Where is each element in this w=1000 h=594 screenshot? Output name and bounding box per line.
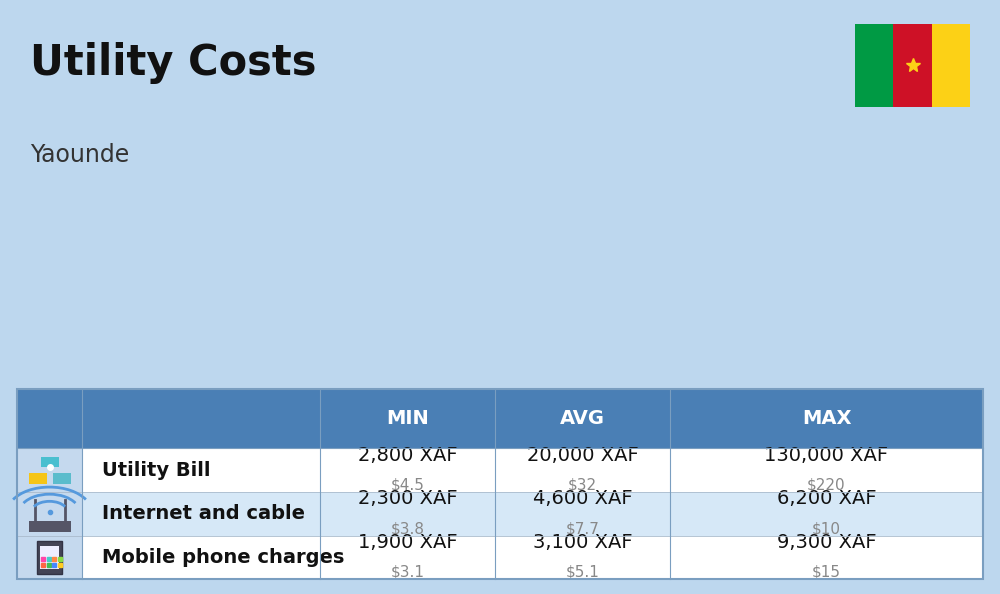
FancyBboxPatch shape — [855, 24, 893, 107]
Text: $7.7: $7.7 — [566, 521, 599, 536]
Text: 1,900 XAF: 1,900 XAF — [358, 533, 457, 552]
FancyBboxPatch shape — [37, 541, 62, 574]
FancyBboxPatch shape — [17, 448, 82, 492]
FancyBboxPatch shape — [17, 492, 82, 536]
FancyBboxPatch shape — [932, 24, 970, 107]
Text: Internet and cable: Internet and cable — [102, 504, 305, 523]
Text: 2,800 XAF: 2,800 XAF — [358, 446, 457, 465]
FancyBboxPatch shape — [82, 536, 983, 579]
Text: $10: $10 — [812, 521, 841, 536]
FancyBboxPatch shape — [82, 448, 983, 492]
Text: $32: $32 — [568, 478, 597, 492]
Text: 130,000 XAF: 130,000 XAF — [764, 446, 889, 465]
Text: 4,600 XAF: 4,600 XAF — [533, 489, 632, 508]
Text: 2,300 XAF: 2,300 XAF — [358, 489, 457, 508]
Text: Utility Bill: Utility Bill — [102, 461, 210, 480]
Text: Utility Costs: Utility Costs — [30, 42, 316, 84]
FancyBboxPatch shape — [40, 457, 58, 467]
Text: $220: $220 — [807, 478, 846, 492]
Text: $15: $15 — [812, 565, 841, 580]
Text: MAX: MAX — [802, 409, 851, 428]
Text: 20,000 XAF: 20,000 XAF — [527, 446, 638, 465]
Text: 9,300 XAF: 9,300 XAF — [777, 533, 876, 552]
Text: $3.1: $3.1 — [390, 565, 424, 580]
FancyBboxPatch shape — [82, 492, 983, 536]
Text: 6,200 XAF: 6,200 XAF — [777, 489, 876, 508]
Text: $4.5: $4.5 — [391, 478, 424, 492]
Text: 3,100 XAF: 3,100 XAF — [533, 533, 632, 552]
Text: $5.1: $5.1 — [566, 565, 599, 580]
Text: MIN: MIN — [386, 409, 429, 428]
FancyBboxPatch shape — [40, 546, 59, 569]
FancyBboxPatch shape — [17, 389, 983, 448]
FancyBboxPatch shape — [28, 521, 70, 532]
Text: Mobile phone charges: Mobile phone charges — [102, 548, 344, 567]
Text: $3.8: $3.8 — [390, 521, 424, 536]
FancyBboxPatch shape — [893, 24, 932, 107]
Text: Yaounde: Yaounde — [30, 143, 129, 166]
Text: AVG: AVG — [560, 409, 605, 428]
FancyBboxPatch shape — [17, 536, 82, 579]
FancyBboxPatch shape — [28, 473, 46, 484]
FancyBboxPatch shape — [53, 473, 70, 484]
